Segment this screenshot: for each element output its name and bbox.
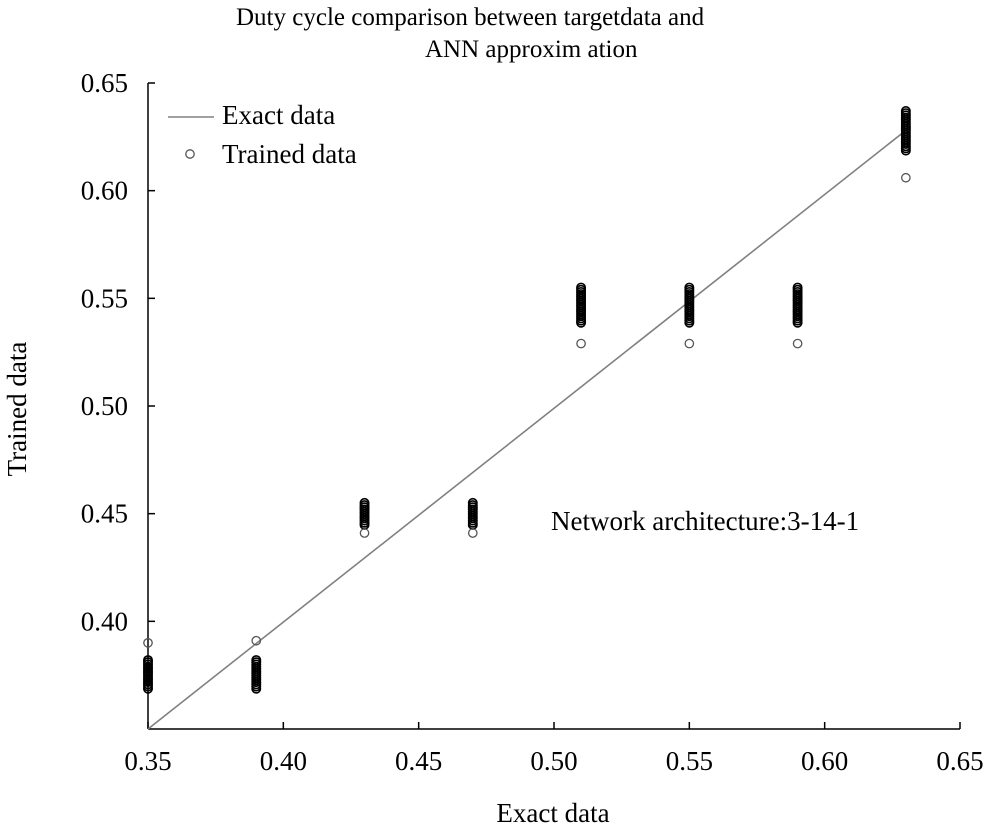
trained-data-point bbox=[792, 317, 803, 328]
y-tick-label: 0.65 bbox=[81, 68, 128, 98]
x-tick-label: 0.50 bbox=[530, 746, 577, 776]
x-tick-label: 0.40 bbox=[260, 746, 307, 776]
trained-data-point bbox=[251, 635, 262, 646]
trained-data-point bbox=[467, 528, 478, 538]
x-tick-label: 0.55 bbox=[666, 746, 713, 776]
exact-data-line bbox=[147, 129, 907, 730]
trained-data-point bbox=[684, 317, 695, 328]
y-tick-label: 0.55 bbox=[81, 283, 128, 313]
trained-data-point bbox=[684, 338, 695, 349]
legend-label-exact: Exact data bbox=[222, 100, 335, 130]
y-tick-label: 0.40 bbox=[81, 606, 128, 636]
chart-title-line2: ANN approxim ation bbox=[425, 36, 638, 63]
trained-data-point bbox=[901, 172, 911, 183]
trained-data-point bbox=[576, 338, 586, 349]
legend-circle-swatch bbox=[185, 149, 195, 159]
x-axis-label: Exact data bbox=[496, 798, 609, 828]
trained-data-point bbox=[143, 638, 153, 648]
x-tick-label: 0.35 bbox=[124, 746, 171, 776]
y-axis-label: Trained data bbox=[2, 342, 32, 477]
trained-data-point bbox=[792, 338, 803, 349]
y-tick-label: 0.50 bbox=[81, 391, 128, 421]
network-annotation: Network architecture:3-14-1 bbox=[551, 506, 859, 536]
x-tick-label: 0.45 bbox=[395, 746, 442, 776]
legend-label-trained: Trained data bbox=[222, 139, 357, 169]
trained-data-point bbox=[576, 317, 587, 328]
trained-data-point bbox=[900, 145, 911, 156]
trained-data-point bbox=[359, 528, 370, 538]
y-tick-label: 0.45 bbox=[81, 499, 128, 529]
x-tick-label: 0.65 bbox=[936, 746, 983, 776]
trained-data-point bbox=[143, 683, 154, 694]
y-tick-label: 0.60 bbox=[81, 176, 128, 206]
x-tick-label: 0.60 bbox=[801, 746, 848, 776]
chart-title-line1: Duty cycle comparison between targetdata… bbox=[236, 4, 705, 31]
trained-data-point bbox=[251, 683, 262, 694]
